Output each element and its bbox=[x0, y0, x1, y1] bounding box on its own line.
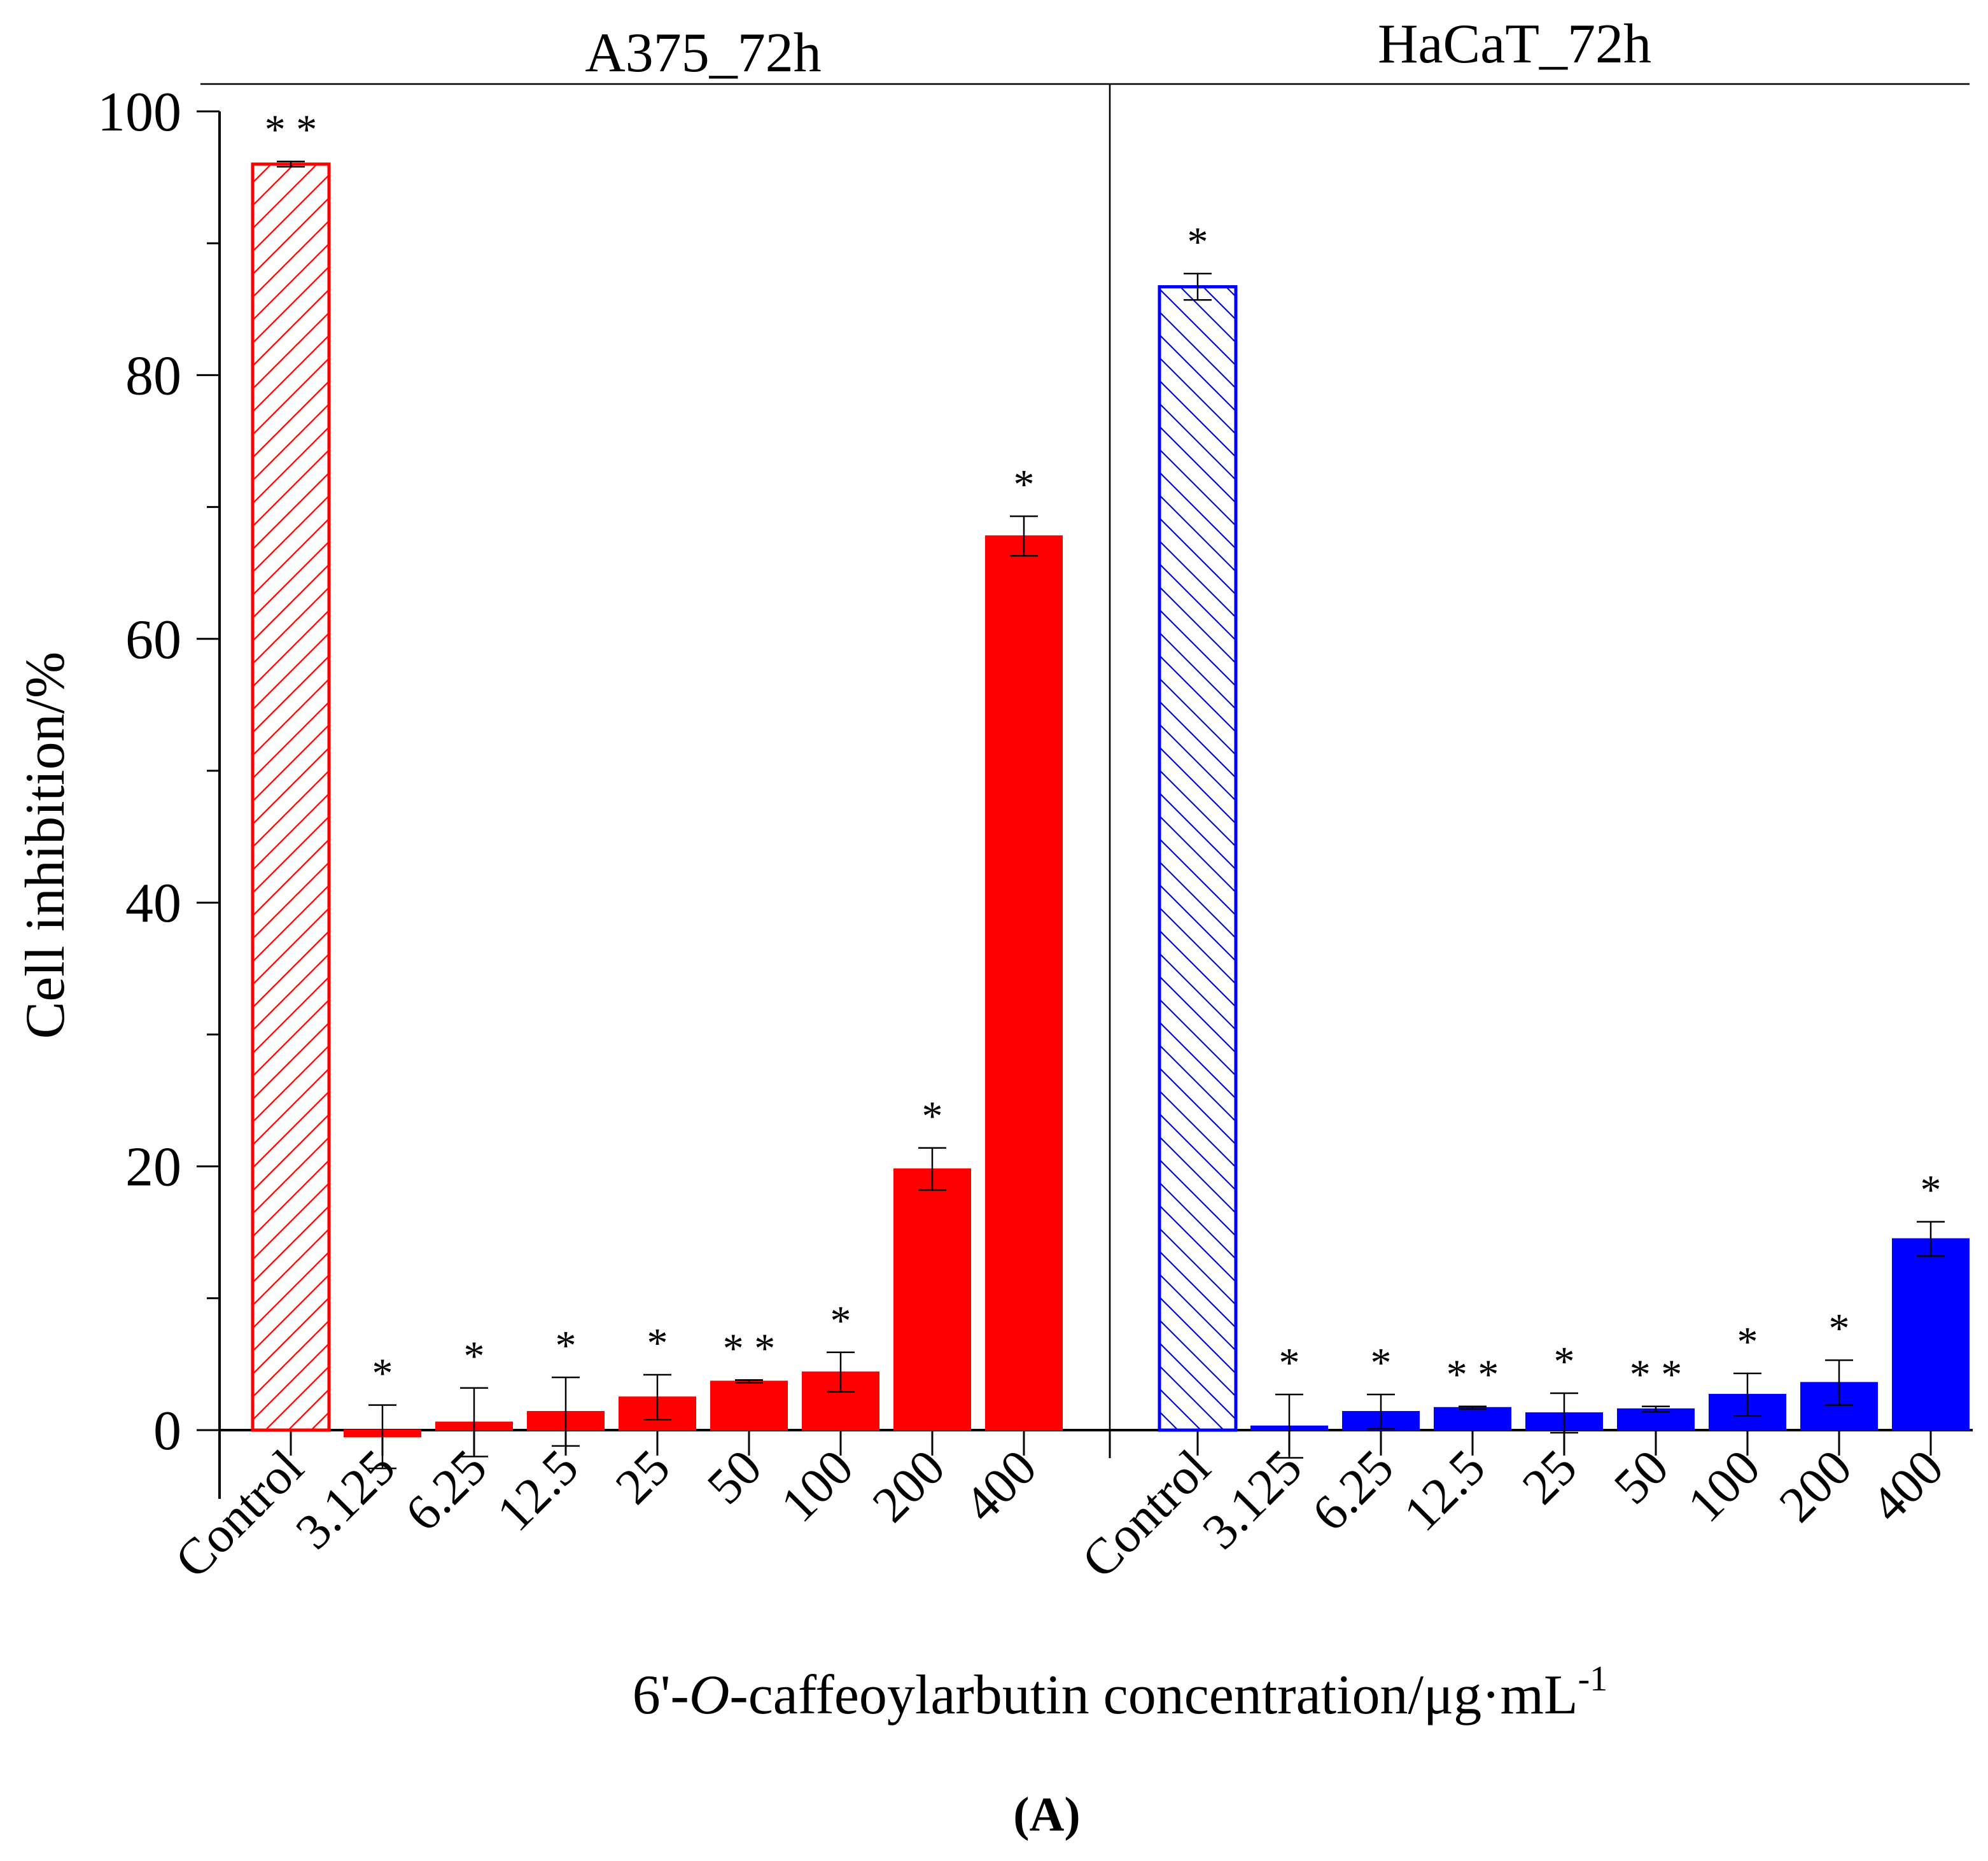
bar bbox=[1617, 1408, 1695, 1431]
control-bar bbox=[1158, 285, 1238, 1432]
category-label: 50 bbox=[1604, 1440, 1679, 1515]
significance-marker: * bbox=[922, 1093, 943, 1140]
panel-label: (A) bbox=[1013, 1788, 1081, 1841]
significance-marker: * bbox=[1829, 1305, 1850, 1352]
significance-marker: * bbox=[556, 1323, 577, 1369]
y-tick-label: 20 bbox=[125, 1137, 181, 1198]
bar bbox=[1434, 1407, 1511, 1431]
category-label: 6.25 bbox=[395, 1440, 498, 1542]
significance-marker: * bbox=[1279, 1340, 1300, 1386]
bar bbox=[1892, 1238, 1970, 1431]
y-axis-title: Cell inhibition/% bbox=[15, 652, 76, 1039]
significance-marker: * bbox=[1014, 461, 1035, 508]
significance-marker: * * bbox=[265, 107, 318, 153]
group-title-a375: A375_72h bbox=[585, 22, 822, 84]
bars-layer bbox=[251, 162, 1970, 1438]
category-label: 100 bbox=[771, 1440, 864, 1533]
y-tick-label: 80 bbox=[125, 345, 181, 407]
y-tick-label: 60 bbox=[125, 609, 181, 671]
significance-marker: * bbox=[464, 1333, 485, 1380]
y-tick-label: 0 bbox=[153, 1400, 181, 1462]
axes: 0 20 40 60 80 100 bbox=[97, 81, 1973, 1499]
category-label: 25 bbox=[1512, 1440, 1588, 1515]
category-label: 12.5 bbox=[1394, 1440, 1496, 1542]
category-label: 400 bbox=[954, 1440, 1047, 1533]
y-tick-label: 40 bbox=[125, 873, 181, 934]
significance-marker: * bbox=[1187, 219, 1208, 265]
significance-marker: * bbox=[647, 1320, 668, 1366]
category-label: 3.125 bbox=[285, 1440, 406, 1561]
significance-marker: * bbox=[1921, 1167, 1942, 1214]
category-label: 50 bbox=[697, 1440, 773, 1515]
significance-marker: * bbox=[1554, 1338, 1575, 1385]
y-tick-label: 100 bbox=[97, 81, 181, 143]
significance-marker: * * bbox=[1446, 1352, 1499, 1398]
x-axis-title: 6'-O-caffeoylarbutin concentration/μg·mL… bbox=[633, 1659, 1608, 1726]
significance-marker: * bbox=[372, 1351, 393, 1397]
category-label: 12.5 bbox=[487, 1440, 589, 1542]
significance-marker: * * bbox=[723, 1325, 776, 1372]
category-label: 200 bbox=[1769, 1440, 1863, 1533]
error-bars-layer bbox=[277, 160, 1945, 1470]
bar bbox=[985, 535, 1063, 1431]
category-label: 400 bbox=[1861, 1440, 1954, 1533]
control-bar bbox=[251, 162, 331, 1432]
bar bbox=[710, 1380, 788, 1431]
significance-marker: * bbox=[1371, 1340, 1392, 1386]
category-label: 25 bbox=[605, 1440, 681, 1515]
group-title-hacat: HaCaT_72h bbox=[1378, 13, 1651, 75]
category-label: 100 bbox=[1677, 1440, 1771, 1533]
category-label: 6.25 bbox=[1302, 1440, 1404, 1542]
bar bbox=[893, 1168, 971, 1431]
significance-marker: * bbox=[1737, 1319, 1758, 1365]
category-label: 200 bbox=[862, 1440, 956, 1533]
significance-layer: * * * * * * * * * * * * * * * * * * * * * * bbox=[265, 107, 1942, 1398]
significance-marker: * * bbox=[1630, 1352, 1683, 1398]
significance-marker: * bbox=[830, 1298, 851, 1344]
